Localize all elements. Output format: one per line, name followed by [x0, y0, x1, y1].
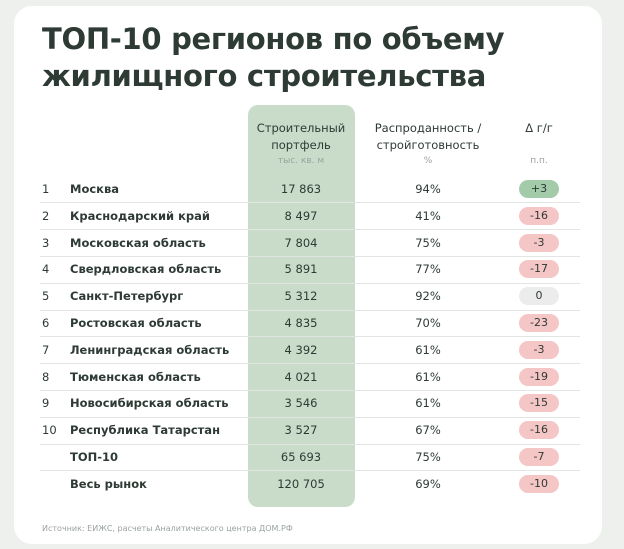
delta-badge: -3 — [519, 233, 559, 252]
sold-share: 61% — [415, 396, 441, 411]
row-separator — [40, 229, 580, 231]
column-header: стройготовность — [376, 138, 480, 152]
row-separator — [40, 470, 580, 472]
column-unit: п.п. — [530, 156, 548, 166]
row-separator — [40, 256, 580, 257]
row-separator — [40, 282, 580, 284]
portfolio: 5 312 — [284, 289, 318, 304]
row-separator — [40, 443, 580, 445]
region-name: Свердловская область — [70, 262, 222, 277]
portfolio: 17 863 — [280, 182, 322, 196]
region-name: Краснодарский край — [70, 208, 210, 223]
rank: 8 — [42, 369, 50, 384]
region-name: Республика Татарстан — [70, 423, 221, 438]
delta-badge: +3 — [519, 180, 559, 198]
rank: 9 — [42, 396, 50, 411]
row-separator — [40, 202, 580, 204]
portfolio: 4 021 — [284, 369, 318, 384]
delta-badge: -7 — [519, 448, 559, 466]
portfolio: 8 497 — [284, 208, 318, 223]
row-separator — [40, 363, 580, 365]
sold-share: 92% — [415, 289, 441, 304]
column-unit: тыс. кв. м — [277, 156, 325, 166]
portfolio: 5 891 — [284, 262, 318, 277]
row-separator — [40, 390, 580, 391]
portfolio: 120 705 — [277, 476, 325, 491]
column-header: Строительный — [256, 121, 346, 135]
portfolio: 3 546 — [284, 396, 318, 411]
delta-badge: -19 — [519, 367, 559, 386]
sold-share: 94% — [415, 182, 441, 196]
region-name: Весь рынок — [70, 476, 147, 491]
region-name: Тюменская область — [70, 369, 201, 384]
portfolio: 4 392 — [284, 342, 318, 357]
portfolio-column-highlight — [248, 105, 355, 507]
rank: 6 — [42, 316, 50, 330]
column-header: Δ г/г — [525, 121, 553, 135]
rank: 4 — [42, 262, 50, 277]
row-separator — [40, 416, 580, 418]
sold-share: 61% — [415, 342, 441, 357]
rank: 2 — [42, 208, 50, 223]
column-header: портфель — [271, 138, 331, 152]
region-name: Новосибирская область — [70, 396, 229, 411]
rank: 7 — [42, 342, 50, 357]
sold-share: 67% — [415, 423, 441, 438]
delta-badge: -10 — [519, 474, 559, 493]
rank: 1 — [42, 182, 50, 196]
column-unit: % — [423, 156, 433, 166]
region-name: Ленинградская область — [70, 342, 230, 357]
region-name: Ростовская область — [70, 316, 202, 330]
rank: 3 — [42, 235, 50, 250]
sold-share: 41% — [415, 208, 441, 223]
portfolio: 65 693 — [280, 450, 322, 464]
delta-badge: -15 — [519, 394, 559, 413]
region-name: ТОП-10 — [70, 450, 119, 464]
rank: 5 — [42, 289, 50, 304]
delta-badge: -3 — [519, 340, 559, 359]
sold-share: 77% — [415, 262, 441, 277]
row-separator — [40, 336, 580, 338]
portfolio: 4 835 — [284, 316, 318, 330]
column-header: Распроданность / — [374, 121, 482, 135]
sold-share: 75% — [415, 450, 441, 464]
source: Источник: ЕИЖС, расчеты Аналитического ц… — [42, 524, 293, 533]
portfolio: 3 527 — [284, 423, 318, 438]
delta-badge: -23 — [519, 314, 559, 332]
sold-share: 75% — [415, 235, 441, 250]
title: ТОП-10 регионов по объему — [42, 22, 505, 56]
sold-share: 70% — [415, 316, 441, 330]
delta-badge: -17 — [519, 260, 559, 279]
row-separator — [40, 309, 580, 311]
sold-share: 69% — [415, 476, 441, 491]
region-name: Санкт-Петербург — [70, 289, 184, 304]
delta-badge: 0 — [519, 287, 559, 306]
delta-badge: -16 — [519, 206, 559, 225]
delta-badge: -16 — [519, 421, 559, 440]
region-name: Москва — [70, 182, 120, 196]
region-name: Московская область — [70, 235, 206, 250]
title: жилищного строительства — [42, 59, 487, 93]
rank: 10 — [42, 423, 57, 438]
sold-share: 61% — [415, 369, 441, 384]
portfolio: 7 804 — [284, 235, 318, 250]
